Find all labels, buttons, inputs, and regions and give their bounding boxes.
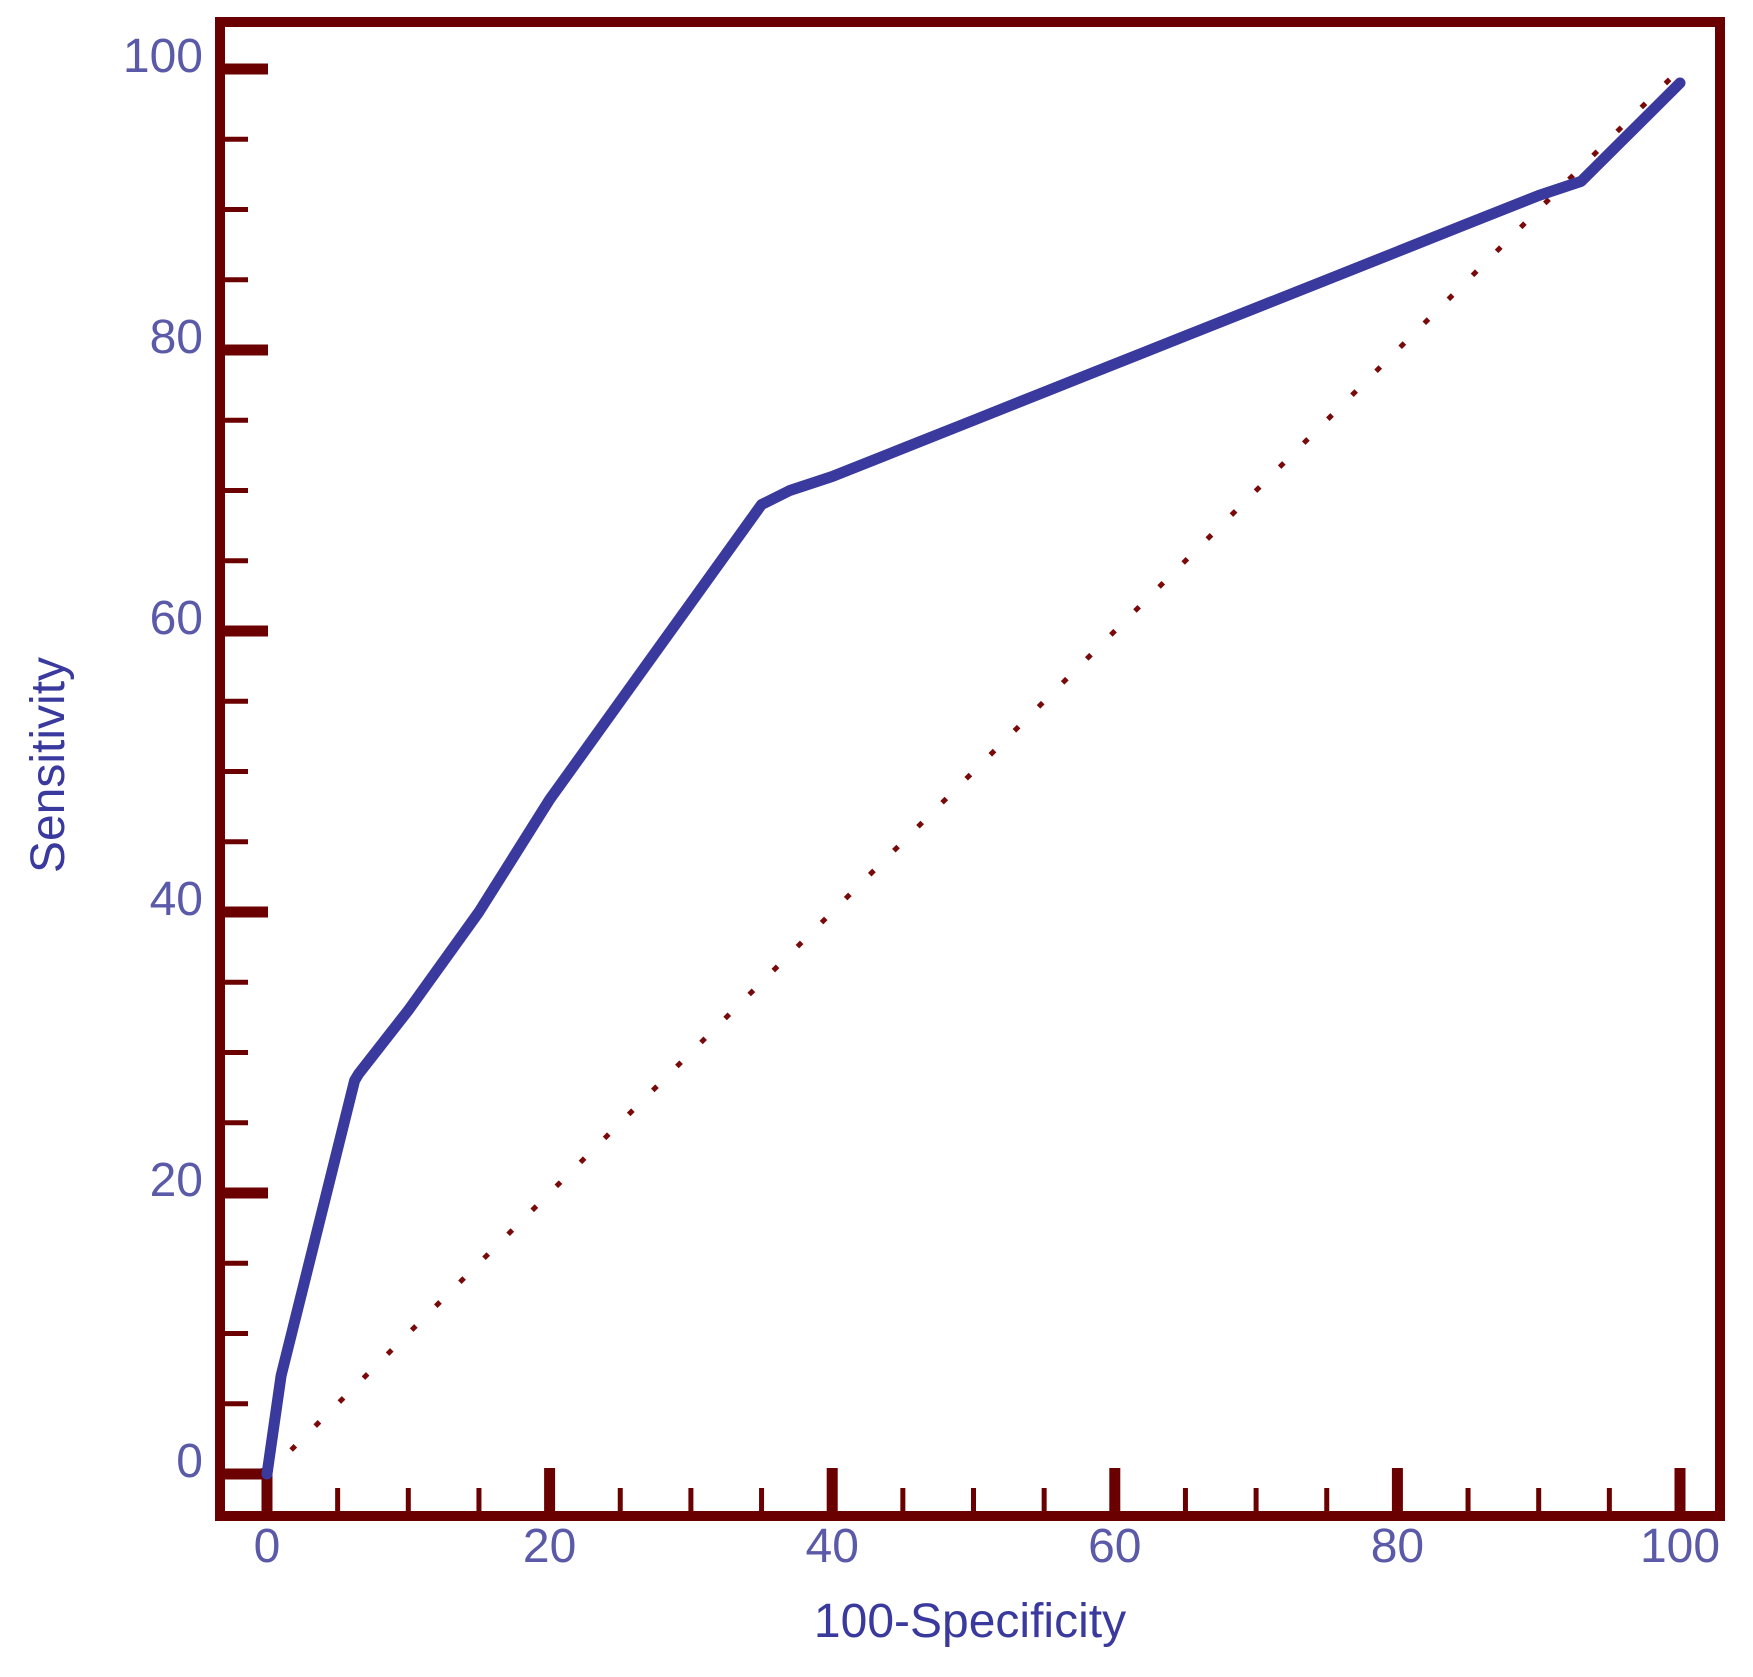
y-tick-label: 40 — [150, 873, 203, 926]
x-axis-title: 100-Specificity — [814, 1595, 1126, 1648]
x-tick-label: 80 — [1371, 1520, 1424, 1573]
y-axis-title: Sensitivity — [22, 657, 75, 873]
x-axis-tick-labels: 0 20 40 60 80 100 — [254, 1520, 1720, 1573]
y-tick-label: 80 — [150, 311, 203, 364]
y-tick-label: 0 — [176, 1435, 203, 1488]
reference-diagonal-line — [265, 67, 1682, 1476]
y-tick-label: 20 — [150, 1154, 203, 1207]
x-tick-label: 20 — [523, 1520, 576, 1573]
x-tick-label: 100 — [1640, 1520, 1720, 1573]
x-tick-label: 0 — [254, 1520, 281, 1573]
x-tick-label: 60 — [1088, 1520, 1141, 1573]
y-axis-tick-labels: 0 20 40 60 80 100 — [123, 30, 203, 1488]
y-tick-label: 100 — [123, 30, 203, 83]
roc-curve-line — [261, 77, 1686, 1480]
y-axis-ticks — [220, 63, 268, 1480]
series-layer — [261, 67, 1686, 1480]
y-tick-label: 60 — [150, 592, 203, 645]
x-tick-label: 40 — [806, 1520, 859, 1573]
x-axis-ticks — [261, 1468, 1686, 1516]
plot-frame — [215, 17, 1725, 1521]
